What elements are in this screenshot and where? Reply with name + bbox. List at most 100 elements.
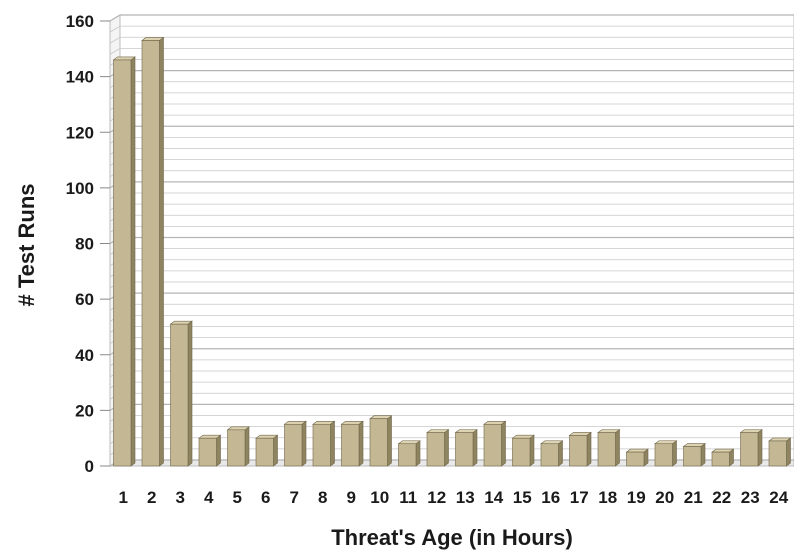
bar bbox=[198, 434, 222, 467]
bars bbox=[112, 36, 792, 467]
bar bbox=[768, 437, 792, 467]
bar-top bbox=[483, 420, 507, 425]
bar-front bbox=[540, 443, 559, 467]
bar-front bbox=[512, 437, 531, 467]
bar-top bbox=[654, 440, 678, 445]
bar-top bbox=[340, 420, 364, 425]
bar bbox=[711, 448, 735, 467]
y-tick-label: 120 bbox=[66, 123, 94, 142]
bar-side bbox=[330, 420, 335, 467]
bar-top bbox=[511, 434, 535, 439]
bar-side bbox=[358, 420, 364, 467]
bar-top bbox=[454, 429, 478, 433]
x-tick-label: 19 bbox=[627, 488, 646, 507]
bar bbox=[454, 429, 478, 467]
bar-top bbox=[169, 320, 193, 325]
bar-front bbox=[113, 59, 132, 467]
x-tick-label: 20 bbox=[655, 488, 674, 507]
x-tick-label: 15 bbox=[513, 488, 532, 507]
bar-side bbox=[130, 56, 136, 467]
bar-top bbox=[597, 429, 621, 433]
x-tick-label: 3 bbox=[176, 488, 185, 507]
x-tick-label: 14 bbox=[484, 488, 503, 507]
bar bbox=[654, 440, 678, 467]
bar-side bbox=[159, 36, 164, 467]
bar-side bbox=[757, 429, 763, 467]
bar-top bbox=[711, 448, 735, 453]
bar-side bbox=[786, 437, 791, 467]
bar bbox=[369, 415, 393, 467]
bar bbox=[141, 36, 165, 467]
bar-front bbox=[398, 443, 417, 467]
x-tick-label: 2 bbox=[147, 488, 156, 507]
bar bbox=[312, 420, 336, 467]
bar-front bbox=[683, 446, 702, 467]
y-tick-label: 0 bbox=[85, 457, 94, 476]
bar bbox=[112, 56, 136, 467]
y-tick-label: 40 bbox=[75, 346, 94, 365]
minor-gridline bbox=[109, 25, 794, 33]
bar-top bbox=[312, 420, 336, 425]
x-tick-label: 23 bbox=[741, 488, 760, 507]
x-tick-label: 22 bbox=[712, 488, 731, 507]
bar-side bbox=[672, 440, 677, 467]
bar-side bbox=[586, 431, 592, 467]
x-tick-label: 8 bbox=[318, 488, 327, 507]
bar-front bbox=[198, 437, 217, 467]
x-tick-label: 13 bbox=[456, 488, 475, 507]
x-tick-label: 4 bbox=[204, 488, 214, 507]
x-tick-label: 21 bbox=[684, 488, 703, 507]
bar-front bbox=[768, 440, 787, 467]
x-tick-label: 24 bbox=[769, 488, 788, 507]
bar-top bbox=[112, 56, 136, 61]
y-axis-ticks: 0 20 40 60 80 100 120 140 160 bbox=[66, 12, 110, 476]
bar-side bbox=[615, 429, 620, 467]
bar bbox=[682, 442, 706, 467]
bar-top bbox=[397, 440, 421, 445]
bar bbox=[511, 434, 535, 467]
bar bbox=[226, 426, 250, 467]
minor-gridline bbox=[109, 36, 794, 44]
bar-side bbox=[700, 442, 706, 467]
bar-front bbox=[597, 432, 616, 467]
bar-top bbox=[198, 434, 222, 439]
x-tick-label: 12 bbox=[427, 488, 446, 507]
bar-top bbox=[426, 429, 450, 433]
bar-top bbox=[226, 426, 250, 431]
bar-top bbox=[739, 429, 763, 433]
bar-front bbox=[141, 40, 160, 467]
bar-top bbox=[568, 432, 592, 436]
bar bbox=[283, 420, 307, 467]
bar-top bbox=[625, 448, 649, 453]
bar bbox=[397, 440, 421, 467]
bar-top bbox=[255, 434, 279, 439]
bar-top bbox=[682, 443, 706, 447]
x-tick-label: 6 bbox=[261, 488, 270, 507]
y-axis-title: # Test Runs bbox=[14, 183, 39, 306]
y-tick-label: 20 bbox=[75, 401, 94, 420]
bar-top bbox=[141, 37, 165, 41]
x-axis-ticks: 1 2 3 4 5 6 7 8 9 10 11 12 13 14 15 16 17 18 19 20 21 22 23 24 bbox=[119, 488, 789, 507]
y-tick-label: 100 bbox=[66, 179, 94, 198]
bar-front bbox=[711, 451, 730, 467]
y-tick-label: 140 bbox=[66, 68, 94, 87]
x-tick-label: 7 bbox=[290, 488, 299, 507]
bar-front bbox=[227, 429, 246, 467]
bar-side bbox=[444, 429, 449, 467]
bar-front bbox=[654, 443, 673, 467]
bar-front bbox=[170, 323, 189, 467]
x-tick-label: 16 bbox=[541, 488, 560, 507]
bar-top bbox=[768, 437, 792, 442]
bar bbox=[739, 429, 763, 467]
y-tick-label: 160 bbox=[66, 12, 94, 31]
x-tick-label: 10 bbox=[370, 488, 389, 507]
bar-side bbox=[501, 420, 506, 467]
bar-side bbox=[415, 440, 421, 467]
bar-side bbox=[216, 434, 221, 467]
bar bbox=[625, 448, 649, 467]
bar bbox=[540, 440, 564, 467]
bar-side bbox=[187, 320, 193, 467]
bar-side bbox=[472, 429, 478, 467]
bar-side bbox=[301, 420, 307, 467]
